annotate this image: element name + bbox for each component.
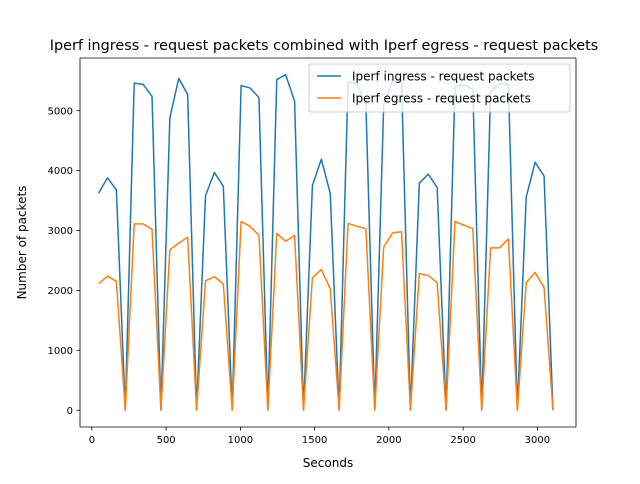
series-line-egress bbox=[98, 220, 554, 411]
x-tick-label: 500 bbox=[157, 435, 176, 446]
chart-title: Iperf ingress - request packets combined… bbox=[50, 38, 599, 54]
y-tick-label: 0 bbox=[67, 406, 73, 417]
y-tick-label: 4000 bbox=[48, 166, 73, 177]
x-tick-label: 2000 bbox=[376, 435, 401, 446]
x-tick-label: 3000 bbox=[525, 435, 550, 446]
y-tick-label: 2000 bbox=[48, 286, 73, 297]
legend-label-ingress: Iperf ingress - request packets bbox=[352, 70, 534, 84]
plot-frame bbox=[79, 57, 577, 428]
x-axis-ticks: 0 500 1000 1500 2000 2500 3000 bbox=[89, 427, 550, 446]
series-line-ingress bbox=[97, 74, 554, 411]
x-tick-label: 0 bbox=[89, 435, 95, 446]
y-tick-label: 5000 bbox=[48, 106, 73, 117]
y-tick-label: 1000 bbox=[48, 346, 73, 357]
x-axis-label: Seconds bbox=[303, 456, 353, 470]
legend: Iperf ingress - request packets Iperf eg… bbox=[308, 63, 571, 113]
y-axis-ticks: 0 1000 2000 3000 4000 5000 bbox=[48, 106, 80, 417]
x-tick-label: 1000 bbox=[228, 435, 253, 446]
legend-box bbox=[308, 63, 571, 113]
plot-area bbox=[80, 58, 576, 427]
series-layer bbox=[97, 74, 554, 411]
legend-label-egress: Iperf egress - request packets bbox=[352, 92, 531, 106]
x-tick-label: 2500 bbox=[450, 435, 475, 446]
y-axis-label: Number of packets bbox=[15, 186, 29, 300]
y-tick-label: 3000 bbox=[48, 226, 73, 237]
x-tick-label: 1500 bbox=[302, 435, 327, 446]
